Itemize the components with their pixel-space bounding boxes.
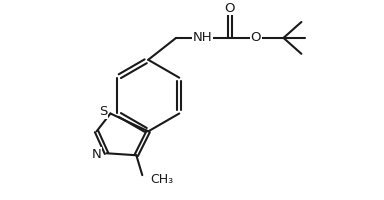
Text: CH₃: CH₃ [150,173,173,186]
Text: O: O [250,31,261,44]
Text: S: S [99,105,108,118]
Text: NH: NH [193,31,213,44]
Text: N: N [92,148,101,161]
Text: O: O [225,2,235,15]
